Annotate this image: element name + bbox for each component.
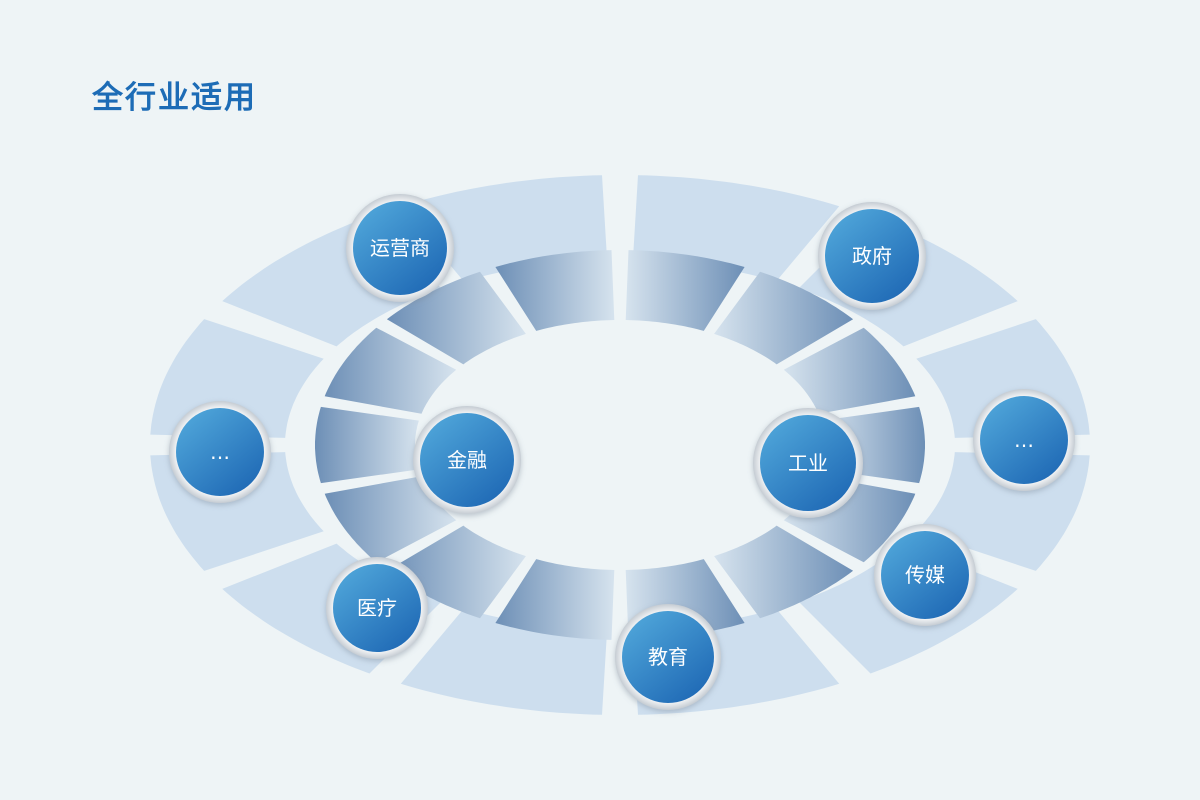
node-circle: [353, 201, 447, 295]
node-more-right: …: [973, 389, 1075, 491]
node-circle: [980, 396, 1068, 484]
node-circle: [176, 408, 264, 496]
node-circle: [622, 611, 714, 703]
node-circle: [825, 209, 919, 303]
inner-ring-segment: [324, 327, 457, 414]
outer-ring: [150, 175, 1090, 715]
node-more-left: …: [169, 401, 271, 503]
outer-ring-segment: [150, 319, 324, 438]
inner-ring-segment: [386, 525, 526, 619]
inner-ring-segment: [714, 525, 854, 619]
node-label: 教育: [648, 645, 688, 669]
node-circle: [333, 564, 421, 652]
inner-ring-segment: [324, 476, 457, 563]
node-government: 政府: [818, 202, 926, 310]
inner-ring-segment: [495, 559, 615, 640]
inner-ring-segment: [625, 250, 745, 331]
node-label: …: [210, 440, 230, 464]
node-media: 传媒: [874, 524, 976, 626]
node-label: …: [1014, 428, 1034, 452]
node-industry: 工业: [753, 408, 863, 518]
node-label: 传媒: [905, 563, 945, 587]
node-label: 运营商: [370, 236, 430, 260]
inner-ring-segment: [714, 271, 854, 365]
inner-ring-segment: [783, 327, 916, 414]
node-circle: [760, 415, 856, 511]
node-circle: [420, 413, 514, 507]
node-finance: 金融: [413, 406, 521, 514]
node-label: 工业: [788, 451, 828, 475]
node-medical: 医疗: [326, 557, 428, 659]
node-label: 金融: [447, 448, 487, 472]
page-title: 全行业适用: [92, 80, 257, 116]
inner-ring-segment: [495, 250, 615, 331]
node-label: 政府: [852, 244, 892, 268]
node-operator: 运营商: [346, 194, 454, 302]
node-circle: [881, 531, 969, 619]
inner-ring: [315, 250, 925, 640]
node-label: 医疗: [357, 596, 397, 620]
node-education: 教育: [615, 604, 721, 710]
inner-ring-segment: [315, 406, 419, 484]
inner-ring-segment: [386, 271, 526, 365]
